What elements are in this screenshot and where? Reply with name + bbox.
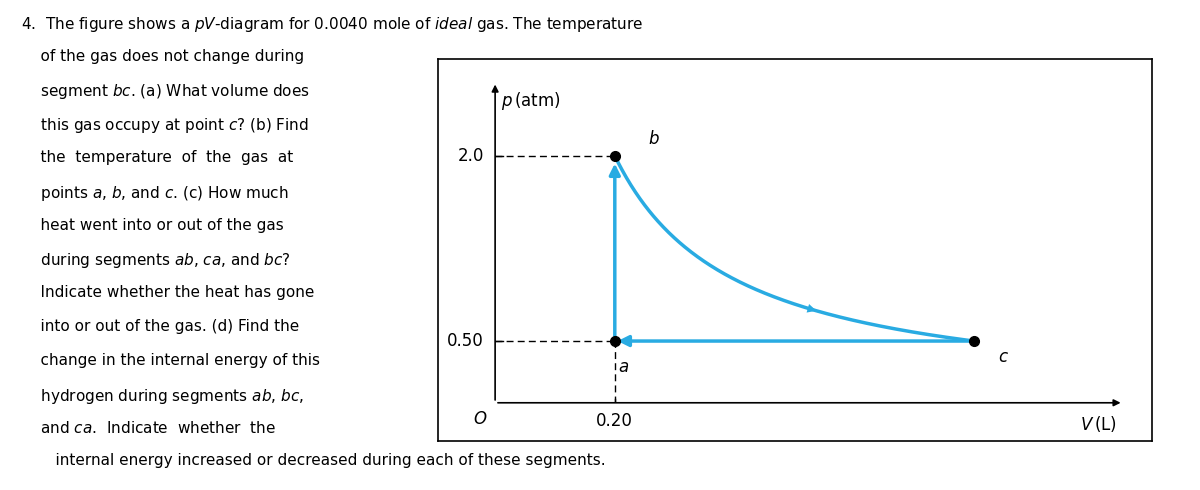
Text: heat went into or out of the gas: heat went into or out of the gas xyxy=(20,218,283,233)
Text: the  temperature  of  the  gas  at: the temperature of the gas at xyxy=(20,150,293,165)
Text: $a$: $a$ xyxy=(618,358,629,376)
Text: 2.0: 2.0 xyxy=(457,147,484,165)
Text: change in the internal energy of this: change in the internal energy of this xyxy=(20,353,319,368)
Text: segment $\mathit{bc}$. (a) What volume does: segment $\mathit{bc}$. (a) What volume d… xyxy=(20,82,310,101)
Text: this gas occupy at point $\mathit{c}$? (b) Find: this gas occupy at point $\mathit{c}$? (… xyxy=(20,116,308,135)
Text: $b$: $b$ xyxy=(648,130,660,148)
Text: O: O xyxy=(473,411,486,428)
Text: internal energy increased or decreased during each of these segments.: internal energy increased or decreased d… xyxy=(36,453,605,468)
Text: 0.50: 0.50 xyxy=(448,332,484,350)
Text: and $\mathit{ca}$.  Indicate  whether  the: and $\mathit{ca}$. Indicate whether the xyxy=(20,420,275,437)
Text: $V\,({\rm L})$: $V\,({\rm L})$ xyxy=(1080,414,1117,434)
Text: into or out of the gas. (d) Find the: into or out of the gas. (d) Find the xyxy=(20,319,299,334)
Text: during segments $\mathit{ab}$, $\mathit{ca}$, and $\mathit{bc}$?: during segments $\mathit{ab}$, $\mathit{… xyxy=(20,251,290,270)
Text: Indicate whether the heat has gone: Indicate whether the heat has gone xyxy=(20,285,314,300)
Text: 4.  The figure shows a $pV$-diagram for 0.0040 mole of $\mathit{ideal}$ gas. The: 4. The figure shows a $pV$-diagram for 0… xyxy=(20,15,643,34)
Text: $c$: $c$ xyxy=(997,348,1009,367)
Text: hydrogen during segments $\mathit{ab}$, $\mathit{bc}$,: hydrogen during segments $\mathit{ab}$, … xyxy=(20,387,304,406)
Text: $p\,({\rm atm})$: $p\,({\rm atm})$ xyxy=(502,90,560,112)
Text: of the gas does not change during: of the gas does not change during xyxy=(20,49,304,64)
Text: points $\mathit{a}$, $\mathit{b}$, and $\mathit{c}$. (c) How much: points $\mathit{a}$, $\mathit{b}$, and $… xyxy=(20,184,288,203)
Text: 0.20: 0.20 xyxy=(596,413,634,430)
